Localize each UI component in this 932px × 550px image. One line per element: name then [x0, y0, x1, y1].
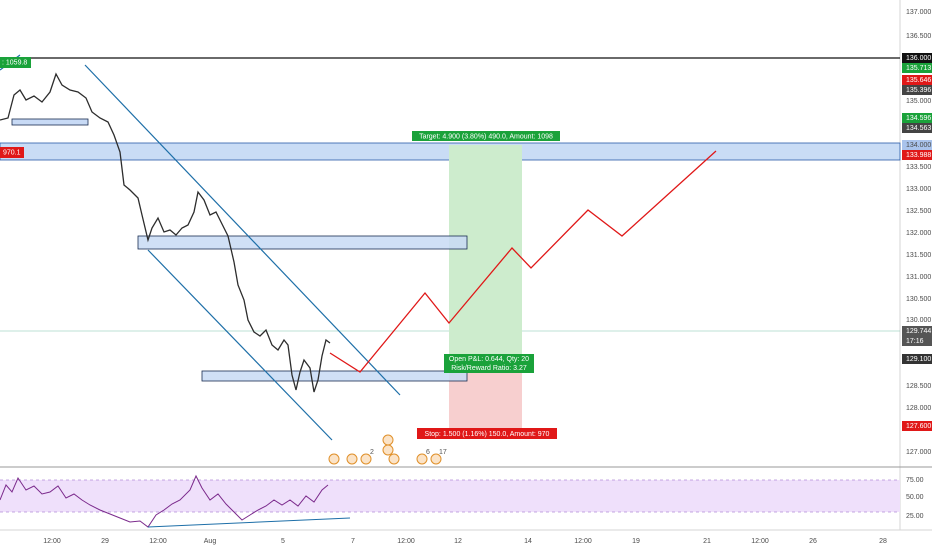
left-label: : 1059.8: [2, 59, 27, 66]
pnl-label-bg: [444, 354, 534, 373]
price-label: 131.000: [906, 274, 931, 281]
price-badge: [902, 354, 932, 364]
rsi-label: 25.00: [906, 513, 924, 520]
price-label: 133.988: [906, 152, 931, 159]
box: [137, 235, 468, 250]
price-badge: [902, 53, 932, 63]
price-badge: [902, 113, 932, 123]
rsi-label: 50.00: [906, 494, 924, 501]
stop-label: Stop: 1.500 (1.16%) 150.0, Amount: 970: [425, 431, 550, 438]
rsi-band: [0, 480, 900, 512]
channel-line: [84, 64, 401, 396]
projection-path: [329, 150, 717, 373]
price-label: 135.713: [906, 65, 931, 72]
time-label: 29: [101, 538, 109, 545]
time-label: 12: [454, 538, 462, 545]
time-label: 19: [632, 538, 640, 545]
time-label: 12:00: [751, 538, 769, 545]
time-label: 21: [703, 538, 711, 545]
price-label: 128.000: [906, 405, 931, 412]
price-label: 129.100: [906, 356, 931, 363]
left-label-bg: [0, 147, 24, 158]
price-label: 137.000: [906, 9, 931, 16]
time-label: 28: [879, 538, 887, 545]
price-badge: [902, 85, 932, 95]
price-badge: [902, 123, 932, 133]
price-badge: [902, 140, 932, 150]
event-count: 17: [439, 449, 447, 456]
price-label: 135.396: [906, 87, 931, 94]
price-label: 127.000: [906, 449, 931, 456]
stop-label-bg: [417, 428, 557, 439]
price-label: 133.500: [906, 164, 931, 171]
time-label: 12:00: [397, 538, 415, 545]
price-series: [0, 72, 331, 393]
rsi-label: 75.00: [906, 477, 924, 484]
price-label: 135.000: [906, 98, 931, 105]
price-label: 17:16: [906, 338, 924, 345]
price-label: 136.500: [906, 33, 931, 40]
channel-line: [147, 249, 333, 441]
price-badge: [902, 150, 932, 160]
rsi-series: [0, 474, 329, 528]
price-label: 127.600: [906, 423, 931, 430]
left-label-bg: [0, 57, 31, 68]
price-badge: [902, 336, 932, 346]
profit-area: [449, 145, 522, 360]
time-label: 7: [351, 538, 355, 545]
price-label: 134.000: [906, 142, 931, 149]
time-label: 12:00: [149, 538, 167, 545]
target-label: Target: 4.900 (3.80%) 490.0, Amount: 109…: [419, 133, 553, 140]
price-badge: [902, 63, 932, 73]
time-label: 26: [809, 538, 817, 545]
event-icons: [328, 434, 442, 465]
target-label-bg: [412, 131, 560, 141]
left-label: 970.1: [3, 149, 21, 156]
price-label: 131.500: [906, 252, 931, 259]
time-label: 12:00: [43, 538, 61, 545]
box: [201, 370, 468, 382]
time-label: 5: [281, 538, 285, 545]
event-count: 2: [370, 449, 374, 456]
rr-label: Risk/Reward Ratio: 3.27: [451, 365, 527, 372]
time-label: 12:00: [574, 538, 592, 545]
pnl-label: Open P&L: 0.644, Qty: 20: [449, 356, 529, 363]
time-label: 14: [524, 538, 532, 545]
price-label: 129.744: [906, 328, 931, 335]
price-badge: [902, 326, 932, 336]
price-label: 130.000: [906, 317, 931, 324]
box: [11, 118, 89, 126]
price-label: 134.596: [906, 115, 931, 122]
price-label: 135.646: [906, 77, 931, 84]
rsi-trendline: [147, 517, 351, 528]
price-label: 128.500: [906, 383, 931, 390]
price-label: 132.000: [906, 230, 931, 237]
price-label: 130.500: [906, 296, 931, 303]
event-count: 6: [426, 449, 430, 456]
price-label: 136.000: [906, 55, 931, 62]
price-badge: [902, 421, 932, 431]
price-badge: [902, 75, 932, 85]
price-label: 134.563: [906, 125, 931, 132]
time-label: Aug: [204, 538, 217, 545]
price-label: 132.500: [906, 208, 931, 215]
price-label: 133.000: [906, 186, 931, 193]
